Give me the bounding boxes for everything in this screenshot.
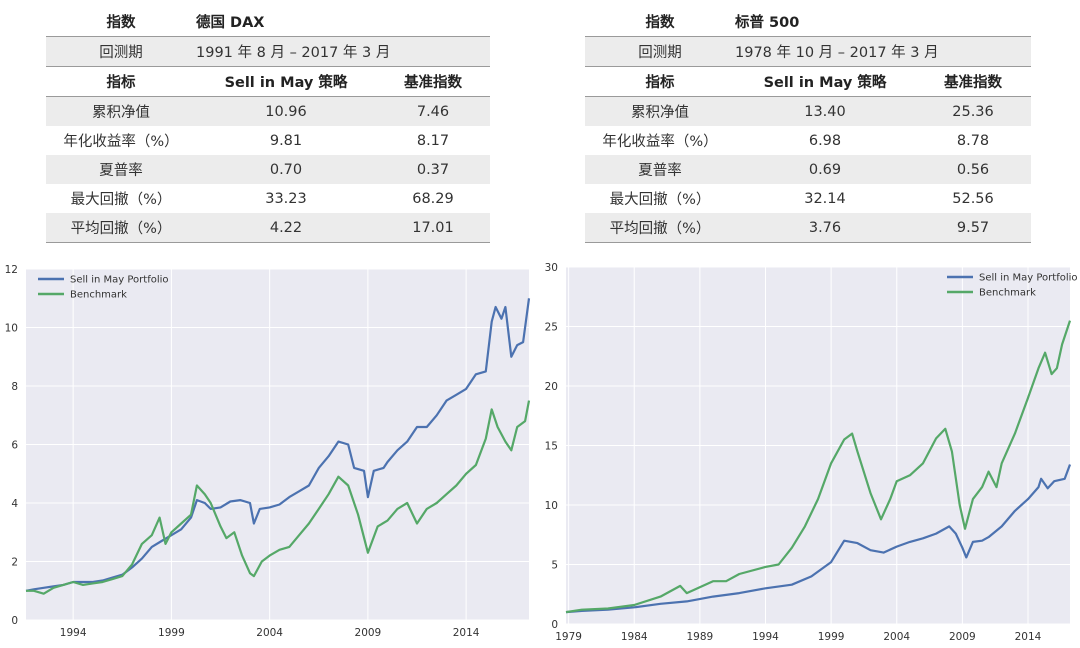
y-tick-label: 8 [11, 381, 18, 393]
col-bench: 基准指数 [376, 66, 490, 97]
bench-cell: 52.56 [952, 190, 994, 207]
x-tick-label: 1984 [621, 631, 648, 643]
strategy-cell: 6.98 [808, 132, 842, 149]
col-bench: 基准指数 [915, 66, 1032, 97]
y-tick-label: 0 [551, 619, 558, 631]
bench-cell: 0.56 [915, 155, 1032, 184]
strategy-cell: 4.22 [196, 213, 376, 243]
stats-table-dax: 指数 德国 DAX 回测期 1991 年 8 月 – 2017 年 3 月 指标… [46, 7, 490, 243]
metric-cell: 年化收益率（%） [602, 134, 718, 150]
bench-cell: 8.17 [416, 132, 450, 149]
strategy-cell: 13.40 [735, 96, 915, 126]
series-line-sell-in-may-portfolio [565, 464, 1072, 614]
y-tick-label: 2 [11, 557, 18, 569]
y-tick-label: 0 [11, 615, 18, 627]
stats-table-sp500: 指数 标普 500 回测期 1978 年 10 月 – 2017 年 3 月 指… [585, 7, 1032, 243]
bench-cell: 68.29 [412, 190, 454, 207]
period-value: 1978 年 10 月 – 2017 年 3 月 [735, 36, 1032, 67]
metric-cell: 最大回撤（%） [70, 192, 172, 208]
index-value: 德国 DAX [196, 7, 490, 37]
x-tick-label: 2014 [1015, 631, 1042, 643]
strategy-cell: 10.96 [196, 96, 376, 126]
series-line-benchmark [565, 320, 1072, 614]
metric-cell: 年化收益率（%） [63, 134, 179, 150]
col-strategy: Sell in May 策略 [735, 66, 915, 97]
x-tick-label: 1979 [555, 631, 582, 643]
strategy-cell: 33.23 [265, 190, 307, 207]
col-strategy: Sell in May 策略 [196, 66, 376, 97]
y-tick-label: 10 [545, 500, 558, 512]
table-header-row: 指标 Sell in May 策略 基准指数 [585, 66, 1032, 97]
strategy-cell: 0.70 [196, 155, 376, 184]
strategy-cell: 32.14 [804, 190, 846, 207]
x-tick-label: 2004 [883, 631, 910, 643]
bench-cell: 0.37 [376, 155, 490, 184]
index-value: 标普 500 [735, 7, 1032, 37]
table-row: 最大回撤（%） 32.14 52.56 [585, 184, 1031, 213]
period-value: 1991 年 8 月 – 2017 年 3 月 [196, 36, 490, 67]
x-tick-label: 2009 [355, 627, 382, 639]
col-metric: 指标 [585, 66, 735, 97]
bench-cell: 9.57 [915, 213, 1032, 243]
table-row: 夏普率 0.69 0.56 [585, 155, 1032, 184]
legend-label: Sell in May Portfolio [979, 273, 1078, 284]
table-row: 回测期 1978 年 10 月 – 2017 年 3 月 [585, 36, 1032, 67]
x-tick-label: 1994 [60, 627, 87, 639]
x-tick-label: 1999 [158, 627, 185, 639]
bench-cell: 17.01 [376, 213, 490, 243]
table-row: 平均回撤（%） 3.76 9.57 [585, 213, 1032, 243]
metric-cell: 最大回撤（%） [609, 192, 711, 208]
y-tick-label: 25 [545, 322, 558, 334]
table-row: 平均回撤（%） 4.22 17.01 [46, 213, 490, 243]
bench-cell: 7.46 [376, 96, 490, 126]
table-row: 年化收益率（%） 9.81 8.17 [46, 126, 490, 155]
metric-cell: 夏普率 [46, 155, 196, 184]
legend-label: Benchmark [979, 288, 1036, 299]
legend-label: Sell in May Portfolio [70, 275, 169, 286]
y-tick-label: 4 [11, 498, 18, 510]
metric-cell: 平均回撤（%） [585, 213, 735, 243]
series-line-sell-in-may-portfolio [25, 298, 531, 592]
x-tick-label: 1989 [687, 631, 714, 643]
index-label: 指数 [585, 7, 735, 37]
index-label: 指数 [46, 7, 196, 37]
x-tick-label: 2004 [256, 627, 283, 639]
y-tick-label: 12 [5, 264, 18, 276]
strategy-cell: 3.76 [735, 213, 915, 243]
strategy-cell: 0.69 [735, 155, 915, 184]
x-tick-label: 2009 [949, 631, 976, 643]
y-tick-label: 15 [545, 441, 558, 453]
y-tick-label: 10 [5, 323, 18, 335]
bench-cell: 25.36 [915, 96, 1032, 126]
metric-cell: 平均回撤（%） [46, 213, 196, 243]
x-tick-label: 1994 [752, 631, 779, 643]
bench-cell: 8.78 [956, 132, 990, 149]
table-header-row: 指标 Sell in May 策略 基准指数 [46, 66, 490, 97]
col-metric: 指标 [46, 66, 196, 97]
period-label: 回测期 [585, 36, 735, 67]
y-tick-label: 6 [11, 440, 18, 452]
table-row: 累积净值 13.40 25.36 [585, 96, 1032, 126]
table-row: 夏普率 0.70 0.37 [46, 155, 490, 184]
metric-cell: 累积净值 [585, 96, 735, 126]
dax-line-chart: 0 2 4 6 8 10 12 1994 1999 2004 2009 2014 Sell in May… [5, 264, 531, 639]
table-row: 回测期 1991 年 8 月 – 2017 年 3 月 [46, 36, 490, 67]
table-row: 最大回撤（%） 33.23 68.29 [46, 184, 490, 213]
table-row: 指数 德国 DAX [46, 7, 490, 37]
table-row: 累积净值 10.96 7.46 [46, 96, 490, 126]
x-tick-label: 1999 [818, 631, 845, 643]
series-line-benchmark [26, 400, 531, 595]
x-tick-label: 2014 [453, 627, 480, 639]
strategy-cell: 9.81 [269, 132, 303, 149]
legend-label: Benchmark [70, 290, 127, 301]
metric-cell: 累积净值 [46, 96, 196, 126]
y-tick-label: 20 [545, 381, 558, 393]
y-tick-label: 5 [551, 560, 558, 572]
y-tick-label: 30 [545, 262, 558, 274]
metric-cell: 夏普率 [585, 155, 735, 184]
table-row: 年化收益率（%） 6.98 8.78 [585, 126, 1031, 155]
table-row: 指数 标普 500 [585, 7, 1032, 37]
period-label: 回测期 [46, 36, 196, 67]
sp500-line-chart: 0 5 10 15 20 25 30 1979 1984 1989 1994 1999 2004 2009… [545, 262, 1078, 643]
